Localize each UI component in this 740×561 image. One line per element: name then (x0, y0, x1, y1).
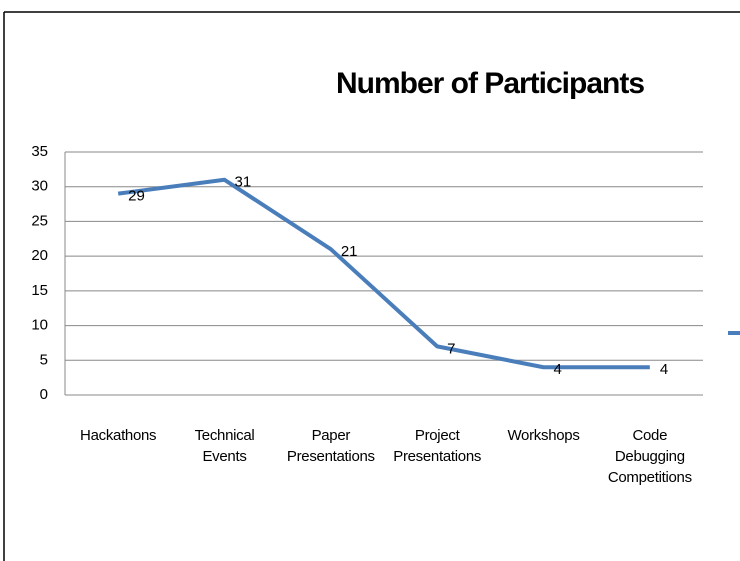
y-tick-label: 35 (31, 143, 48, 160)
y-tick-label: 25 (31, 212, 48, 229)
chart-title: Number of Participants (336, 67, 644, 100)
y-tick-label: 5 (40, 351, 48, 368)
data-label: 4 (554, 361, 562, 378)
y-tick-label: 0 (40, 386, 48, 403)
line (117, 177, 650, 370)
data-label: 31 (235, 174, 252, 191)
y-tick-label: 20 (31, 247, 48, 264)
data-label: 29 (128, 188, 145, 205)
y-tick-label: 15 (31, 282, 48, 299)
data-label: 7 (447, 340, 455, 357)
data-label: 4 (660, 361, 668, 378)
data-label: 21 (341, 243, 358, 260)
y-tick-label: 30 (31, 178, 48, 195)
y-tick-label: 10 (31, 317, 48, 334)
x-tick-label: Technical Events (194, 427, 255, 465)
x-tick-label: Project Presentations (393, 427, 482, 465)
x-tick-label: Workshops (507, 427, 580, 444)
x-tick-label: Code Debugging Competitions (607, 427, 692, 486)
x-tick-label: Paper Presentations (286, 427, 375, 465)
x-tick-label: Hackathons (80, 427, 157, 444)
